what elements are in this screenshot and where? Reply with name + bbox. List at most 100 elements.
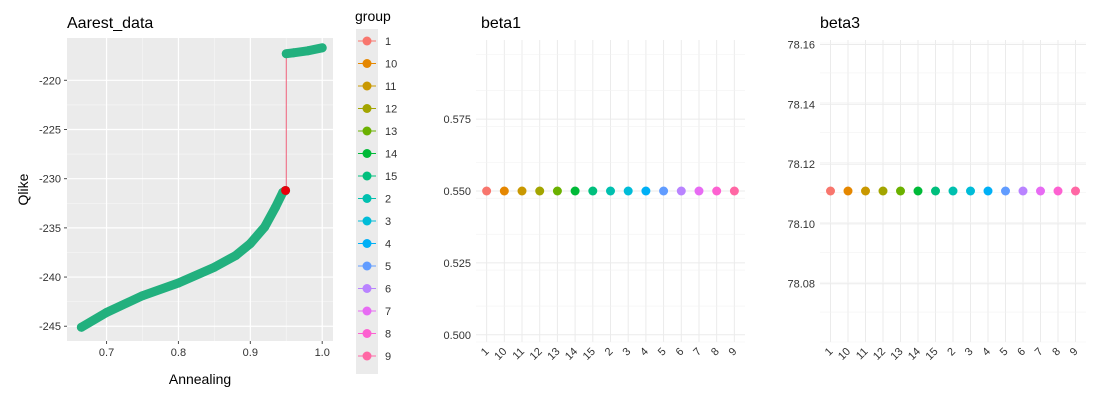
legend-key-dot (362, 149, 372, 158)
data-point (931, 186, 940, 196)
data-point (861, 186, 870, 196)
x-tick-label: 4 (980, 346, 993, 359)
data-point (659, 186, 669, 196)
legend-key-dot (362, 171, 372, 181)
legend-item: 10 (358, 59, 397, 71)
y-tick-label: -225 (39, 124, 61, 136)
data-point (76, 322, 86, 332)
highlight-point (281, 185, 291, 195)
x-tick-label: 8 (1050, 346, 1063, 359)
data-point (826, 186, 835, 196)
x-tick-label: 10 (836, 346, 853, 363)
data-point (948, 186, 958, 196)
x-tick-label: 4 (638, 346, 651, 359)
data-point (843, 186, 853, 196)
legend-label: 11 (385, 81, 396, 93)
x-tick-label: 8 (709, 346, 722, 359)
legend-label: 4 (385, 239, 391, 251)
legend-key-dot (362, 59, 372, 68)
legend-label: 10 (385, 59, 397, 71)
data-point (288, 48, 298, 58)
x-tick-label: 15 (923, 346, 940, 363)
x-tick-label: 2 (945, 346, 958, 359)
data-point (281, 49, 291, 59)
data-point (676, 186, 686, 196)
chart-title: Aarest_data (67, 15, 153, 32)
x-tick-label: 15 (581, 346, 598, 363)
data-point (641, 186, 651, 196)
legend-item: 11 (358, 81, 396, 93)
legend-label: 1 (385, 36, 391, 48)
legend-item: 14 (358, 149, 397, 161)
data-point (1053, 186, 1063, 196)
x-tick-label: 0.7 (99, 347, 114, 359)
data-point (570, 186, 580, 196)
data-point (896, 186, 905, 196)
legend-key-dot (362, 126, 372, 136)
x-tick-label: 13 (545, 346, 562, 363)
x-tick-label: 9 (1068, 346, 1081, 359)
x-tick-label: 14 (906, 346, 923, 363)
x-tick-label: 12 (871, 346, 888, 363)
legend-item: 8 (358, 329, 391, 341)
x-tick-label: 6 (1015, 346, 1028, 359)
x-tick-label: 3 (621, 346, 634, 359)
data-point (1018, 186, 1028, 196)
legend-label: 12 (385, 104, 397, 116)
x-tick-label: 3 (963, 346, 976, 359)
legend-key-dot (362, 81, 372, 91)
legend-item: 12 (358, 104, 397, 116)
data-point (983, 186, 993, 196)
data-point (623, 186, 633, 196)
data-point (499, 186, 509, 196)
data-point (245, 239, 255, 249)
legend-item: 1 (358, 36, 391, 48)
legend-item: 6 (358, 284, 391, 296)
data-point (303, 46, 313, 56)
data-point (1071, 186, 1080, 196)
legend-label: 8 (385, 329, 391, 341)
y-axis-label: Qlike (15, 173, 31, 205)
y-tick-label: -235 (39, 223, 61, 235)
legend-key-dot (362, 306, 372, 316)
y-tick-label: 0.525 (443, 258, 471, 270)
data-point (535, 186, 545, 196)
data-point (270, 202, 280, 212)
y-tick-label: 78.16 (787, 39, 815, 51)
y-tick-label: 0.550 (443, 186, 471, 198)
legend-item: 15 (358, 171, 397, 183)
data-point (1001, 186, 1010, 196)
x-tick-label: 0.8 (171, 347, 186, 359)
legend-item: 2 (358, 194, 391, 206)
chart-title: beta1 (481, 15, 521, 32)
data-point (878, 186, 888, 196)
x-tick-label: 7 (691, 346, 704, 359)
legend-label: 6 (385, 284, 391, 296)
chart-title: beta3 (820, 15, 860, 32)
data-point (102, 307, 112, 317)
data-point (694, 186, 704, 196)
legend-title: group (355, 8, 391, 24)
legend-key-dot (362, 194, 372, 203)
data-point (517, 186, 527, 196)
legend-label: 5 (385, 261, 391, 273)
x-tick-label: 5 (656, 346, 669, 359)
legend-item: 9 (358, 351, 391, 363)
y-tick-label: 78.08 (787, 279, 815, 291)
x-tick-label: 7 (1033, 346, 1046, 359)
y-tick-label: 78.12 (787, 159, 815, 171)
legend-label: 3 (385, 216, 391, 228)
y-tick-label: 0.575 (443, 114, 471, 126)
data-point (588, 186, 598, 196)
x-tick-label: 1 (479, 346, 492, 359)
data-point (231, 250, 241, 260)
legend-label: 15 (385, 171, 397, 183)
legend-item: 7 (358, 306, 391, 318)
data-point (482, 186, 492, 196)
x-tick-label: 5 (998, 346, 1011, 359)
data-point (966, 186, 975, 196)
data-point (1036, 186, 1045, 196)
legend-label: 13 (385, 126, 397, 138)
y-tick-label: -220 (39, 75, 61, 87)
